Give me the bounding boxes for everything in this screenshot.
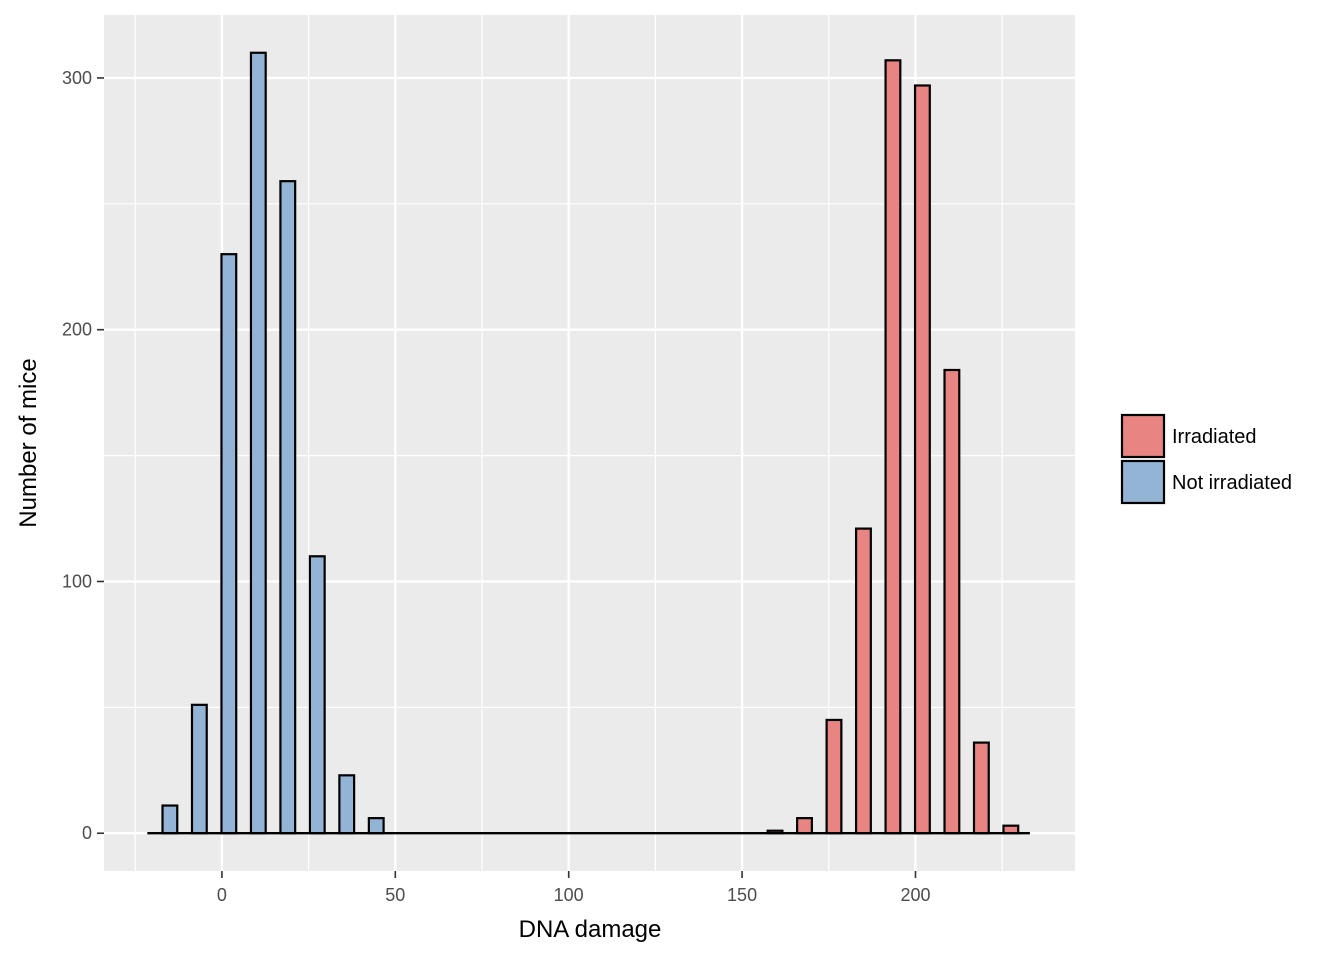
- bar: [913, 84, 931, 835]
- x-axis: 0 50 100 150 200: [217, 871, 931, 905]
- y-tick-label: 0: [82, 823, 92, 843]
- bar: [338, 774, 356, 835]
- bar: [161, 804, 179, 835]
- bar: [249, 51, 267, 835]
- x-tick-label: 150: [727, 885, 757, 905]
- legend-key: [1120, 413, 1166, 459]
- x-axis-title: DNA damage: [519, 916, 662, 943]
- y-axis-title: Number of mice: [15, 358, 42, 527]
- legend-label: Not irradiated: [1172, 472, 1292, 494]
- y-tick-label: 300: [62, 68, 92, 88]
- bar: [884, 59, 902, 835]
- y-tick-label: 200: [62, 320, 92, 340]
- bar: [367, 817, 385, 835]
- x-tick-label: 50: [385, 885, 405, 905]
- x-tick-label: 0: [217, 885, 227, 905]
- bar: [854, 527, 872, 835]
- bar: [220, 253, 238, 835]
- x-tick-label: 200: [900, 885, 930, 905]
- bar: [190, 703, 208, 835]
- bar: [825, 718, 843, 835]
- legend: Irradiated Not irradiated: [1120, 413, 1292, 505]
- bar: [308, 555, 326, 835]
- bar: [279, 180, 297, 835]
- bar: [796, 817, 813, 835]
- x-tick-label: 100: [554, 885, 584, 905]
- y-axis: 0 100 200 300: [62, 68, 104, 843]
- legend-key: [1120, 459, 1166, 505]
- bar: [972, 741, 990, 835]
- bar: [943, 368, 961, 835]
- legend-label: Irradiated: [1172, 426, 1257, 448]
- y-tick-label: 100: [62, 571, 92, 591]
- bars: [147, 51, 1030, 835]
